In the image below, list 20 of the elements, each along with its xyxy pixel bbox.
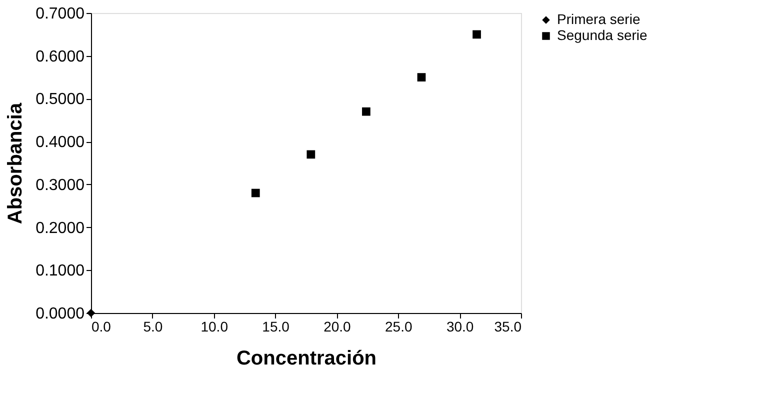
y-axis-title: Absorbancia xyxy=(4,102,27,224)
y-tick-label: 0.7000 xyxy=(36,6,85,22)
x-tick-label: 5.0 xyxy=(143,318,163,334)
y-tick-label: 0.3000 xyxy=(36,176,85,194)
x-axis-title: Concentración xyxy=(236,348,377,370)
legend-label: Primera serie xyxy=(557,11,640,27)
y-tick-label: 0.1000 xyxy=(36,262,85,280)
y-tick-label: 0.2000 xyxy=(36,220,85,237)
y-tick-label: 0.4000 xyxy=(36,134,85,152)
x-tick-label: 10.0 xyxy=(200,318,228,334)
x-tick-label: 35.0 xyxy=(494,318,522,334)
x-tick-label: 25.0 xyxy=(385,318,412,334)
x-tick-label: 15.0 xyxy=(262,318,290,334)
y-tick-label: 0.0000 xyxy=(36,306,85,322)
y-tick-label: 0.5000 xyxy=(36,91,85,108)
y-tick-label: 0.6000 xyxy=(36,48,85,66)
x-tick-label: 0.0 xyxy=(92,318,112,334)
x-tick-label: 20.0 xyxy=(324,318,352,334)
x-tick-label: 30.0 xyxy=(446,318,474,334)
legend-label: Segunda serie xyxy=(557,27,648,43)
